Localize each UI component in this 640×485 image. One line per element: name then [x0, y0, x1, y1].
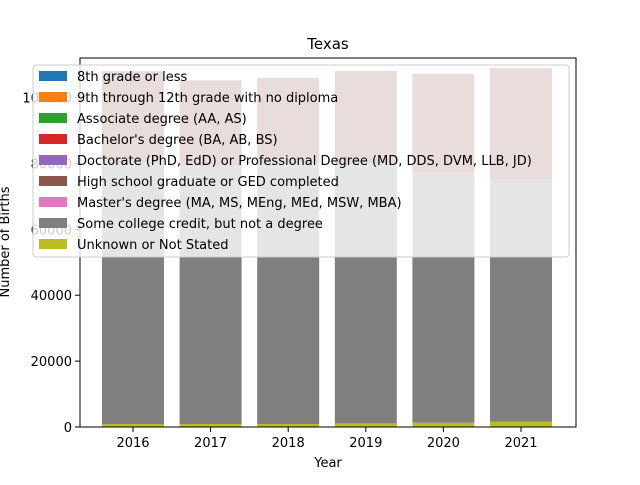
legend-label: Doctorate (PhD, EdD) or Professional Deg… — [77, 154, 532, 169]
y-tick-label: 0 — [64, 421, 72, 436]
x-axis-label: Year — [313, 456, 342, 471]
legend-box — [32, 64, 570, 258]
legend-label: 9th through 12th grade with no diploma — [77, 91, 338, 106]
bar-segment-2017-s0 — [179, 424, 242, 427]
x-tick-label: 2020 — [427, 436, 460, 451]
bar-segment-2016-s0 — [102, 424, 164, 427]
legend-label: 8th grade or less — [77, 70, 187, 85]
legend-label: Some college credit, but not a degree — [77, 217, 323, 232]
x-tick-label: 2021 — [504, 436, 537, 451]
legend-label: Associate degree (AA, AS) — [77, 112, 247, 127]
x-tick-label: 2019 — [349, 436, 382, 451]
bar-segment-2018-s0 — [257, 424, 320, 427]
legend-swatch — [39, 239, 67, 249]
legend-swatch — [39, 92, 67, 102]
legend-label: High school graduate or GED completed — [77, 175, 339, 190]
legend-swatch — [39, 134, 67, 144]
y-tick-label: 20000 — [31, 355, 72, 370]
x-tick-label: 2018 — [272, 436, 305, 451]
legend-label: Bachelor's degree (BA, AB, BS) — [77, 133, 278, 148]
legend-swatch — [39, 113, 67, 123]
bar-segment-2021-s0 — [490, 421, 552, 427]
legend: 8th grade or less 9th through 12th grade … — [32, 64, 570, 258]
legend-swatch — [39, 155, 67, 165]
x-tick-label: 2017 — [194, 436, 227, 451]
legend-swatch — [39, 197, 67, 207]
x-tick-label: 2016 — [116, 436, 149, 451]
x-axis: 2016 2017 2018 2019 2020 2021 — [116, 427, 538, 451]
legend-swatch — [39, 176, 67, 186]
legend-swatch — [39, 71, 67, 81]
y-axis-label: Number of Births — [0, 186, 13, 297]
bar-segment-2020-s0 — [412, 422, 475, 427]
y-tick-label: 40000 — [31, 289, 72, 304]
legend-label: Unknown or Not Stated — [77, 238, 228, 253]
legend-swatch — [39, 218, 67, 228]
chart-title: Texas — [306, 35, 349, 53]
bar-segment-2019-s0 — [334, 423, 397, 427]
legend-label: Master's degree (MA, MS, MEng, MEd, MSW,… — [77, 196, 402, 211]
